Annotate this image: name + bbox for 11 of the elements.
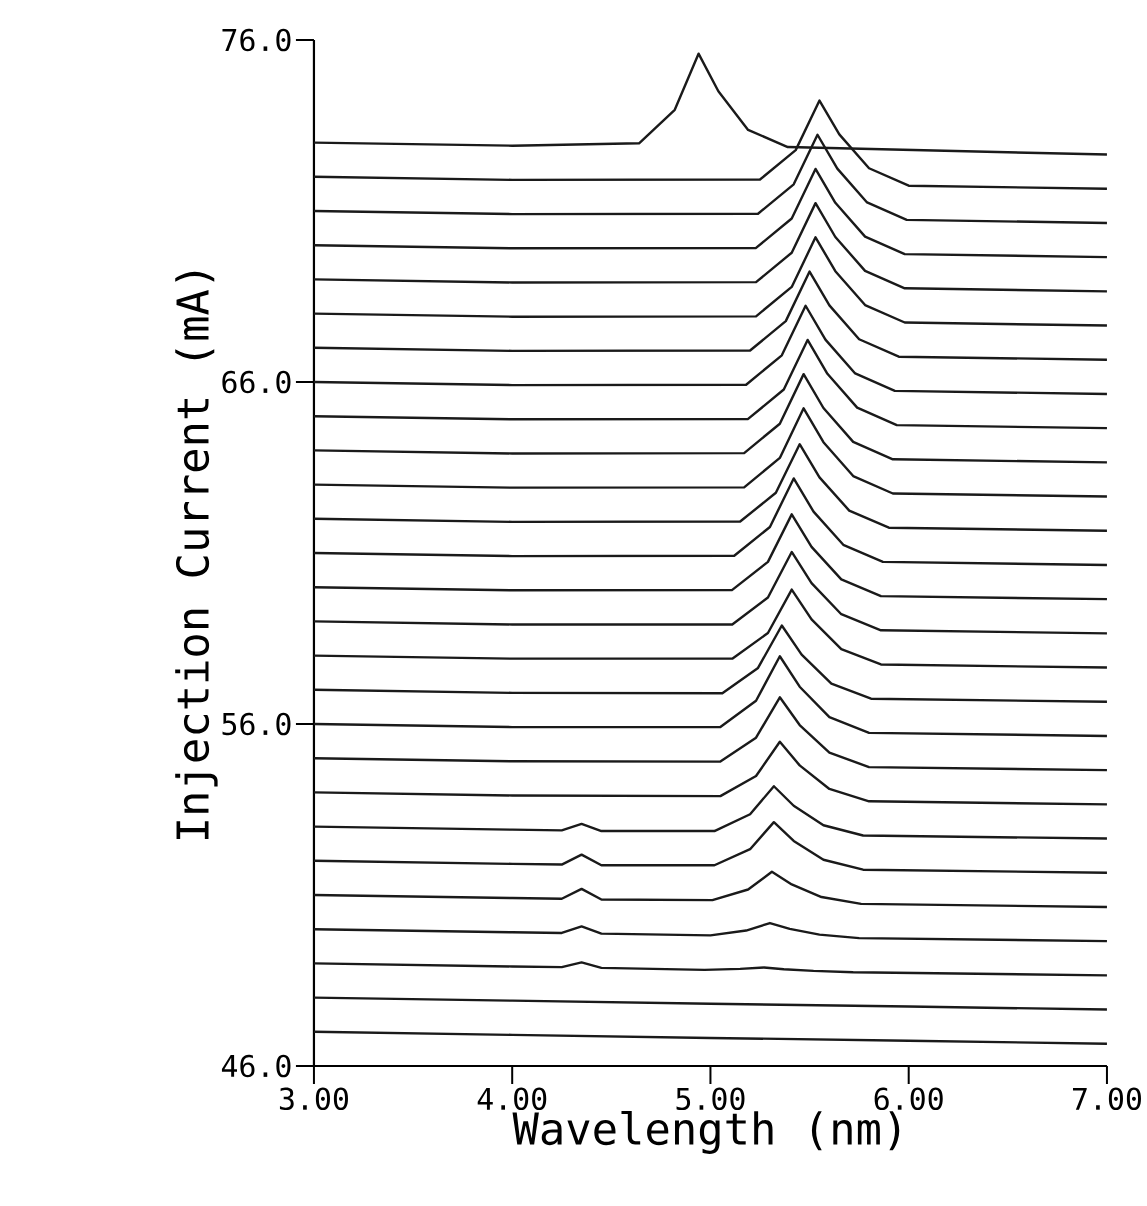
y-tick-label: 56.0 (222, 712, 291, 736)
y-axis-title: Injection Current (mA) (175, 271, 218, 840)
y-tick-label: 76.0 (222, 28, 291, 52)
y-tick-label: 66.0 (222, 370, 291, 394)
y-tick-label: 46.0 (221, 1054, 291, 1078)
x-axis-title: Wavelength (nm) (512, 1110, 900, 1154)
x-tick-label: 7.00 (1073, 1087, 1142, 1111)
x-tick-label: 6.00 (874, 1087, 943, 1111)
x-tick-label: 4.00 (477, 1087, 547, 1111)
x-tick-label: 5.00 (676, 1087, 745, 1111)
x-tick-label: 3.00 (279, 1087, 349, 1111)
